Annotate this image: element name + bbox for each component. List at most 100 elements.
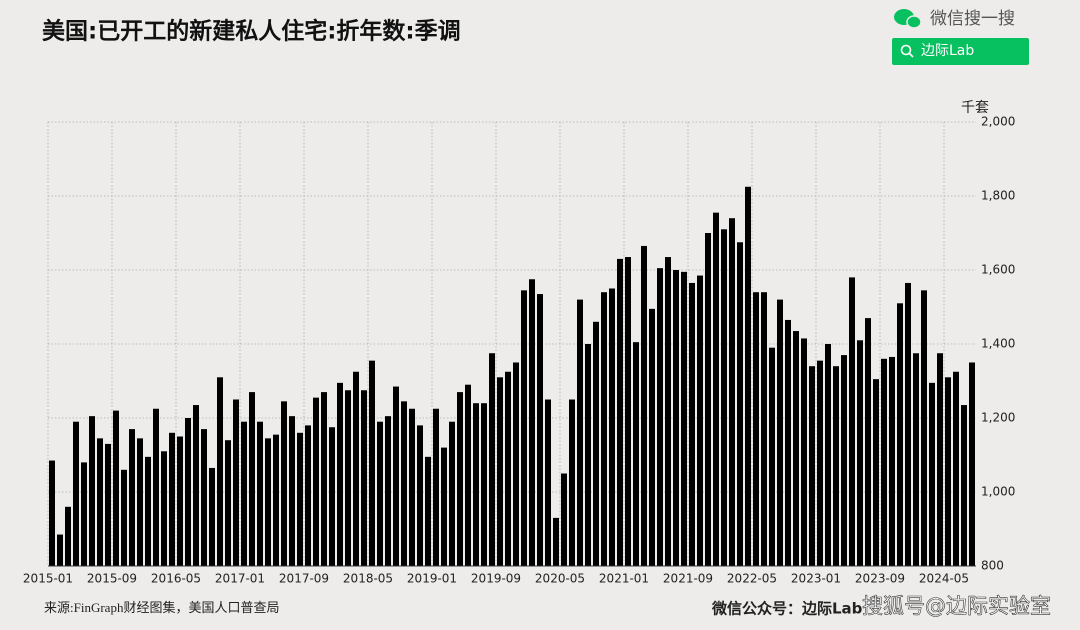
bar: [137, 438, 143, 566]
bar: [281, 401, 287, 566]
bar: [897, 303, 903, 566]
y-tick-label: 1,200: [981, 411, 1015, 425]
bar: [353, 371, 359, 566]
bar: [793, 331, 799, 566]
x-tick-label: 2018-05: [343, 572, 393, 586]
bar: [881, 358, 887, 566]
bar: [809, 366, 815, 566]
search-button[interactable]: [892, 38, 1029, 65]
x-tick-label: 2021-09: [663, 572, 713, 586]
bar: [561, 473, 567, 566]
bar: [641, 245, 647, 566]
bar: [225, 440, 231, 566]
bar: [545, 399, 551, 566]
footer: 微信公众号：边际Lab: [711, 600, 863, 618]
source: 来源:FinGraph财经图集，美国人口普查局: [44, 600, 279, 615]
y-tick-label: 800: [981, 559, 1004, 573]
x-tick-label: 2024-05: [919, 572, 969, 586]
bar: [857, 340, 863, 566]
bar: [841, 355, 847, 566]
x-tick-label: 2023-09: [855, 572, 905, 586]
bar: [585, 344, 591, 566]
y-tick-label: 1,600: [981, 263, 1015, 277]
bar: [289, 416, 295, 566]
bar: [321, 392, 327, 566]
bar: [161, 451, 167, 566]
bar: [177, 436, 183, 566]
bar: [441, 447, 447, 566]
bar: [81, 462, 87, 566]
bar: [361, 390, 367, 566]
x-tick-label: 2016-05: [151, 572, 201, 586]
x-tick-label: 2015-09: [87, 572, 137, 586]
bar: [193, 405, 199, 566]
bar: [65, 506, 71, 566]
bar: [865, 318, 871, 566]
bar: [633, 342, 639, 566]
bar: [145, 456, 151, 566]
bar: [609, 288, 615, 566]
bar: [689, 282, 695, 566]
x-tick-label: 2015-01: [23, 572, 73, 586]
bar: [377, 421, 383, 566]
wechat-logo: [894, 9, 922, 29]
bar: [409, 408, 415, 566]
bar: [185, 418, 191, 566]
bar: [249, 392, 255, 566]
bar: [217, 377, 223, 566]
bar: [121, 469, 127, 566]
bar: [89, 416, 95, 566]
watermark: 搜狐号@边际实验室: [862, 594, 1051, 618]
bar: [385, 416, 391, 566]
bar: [681, 271, 687, 566]
bar: [849, 277, 855, 566]
bar: [969, 362, 975, 566]
bar: [305, 425, 311, 566]
bar: [753, 292, 759, 566]
y-axis-unit: 千套: [961, 100, 989, 116]
bar: [449, 421, 455, 566]
bar: [833, 366, 839, 566]
x-tick-label: 2020-05: [535, 572, 585, 586]
y-tick-label: 1,400: [981, 337, 1015, 351]
bar: [705, 233, 711, 566]
bar: [329, 427, 335, 566]
bar: [113, 410, 119, 566]
search-icon: [908, 52, 914, 58]
bar: [433, 408, 439, 566]
bar: [345, 390, 351, 566]
bar: [937, 353, 943, 566]
x-tick-label: 2021-01: [599, 572, 649, 586]
bar: [665, 257, 671, 566]
bar: [497, 377, 503, 566]
bar: [529, 279, 535, 566]
y-tick-label: 1,000: [981, 485, 1015, 499]
bar: [777, 299, 783, 566]
bar: [673, 270, 679, 566]
bar: [417, 425, 423, 566]
bar: [153, 408, 159, 566]
bar: [817, 360, 823, 566]
search-button-label[interactable]: 边际Lab: [921, 43, 974, 59]
bar: [313, 397, 319, 566]
bar: [569, 399, 575, 566]
bar: [401, 401, 407, 566]
bar: [625, 257, 631, 566]
bar: [769, 347, 775, 566]
bar: [825, 344, 831, 566]
bar: [465, 384, 471, 566]
bar: [649, 308, 655, 566]
x-tick-label: 2023-01: [791, 572, 841, 586]
bar: [697, 275, 703, 566]
bar: [513, 362, 519, 566]
bar: [257, 421, 263, 566]
bar: [617, 258, 623, 566]
bar: [481, 403, 487, 566]
bar: [473, 403, 479, 566]
bar: [537, 294, 543, 566]
bar: [105, 443, 111, 566]
bar: [393, 386, 399, 566]
bar: [577, 299, 583, 566]
bar: [929, 382, 935, 566]
